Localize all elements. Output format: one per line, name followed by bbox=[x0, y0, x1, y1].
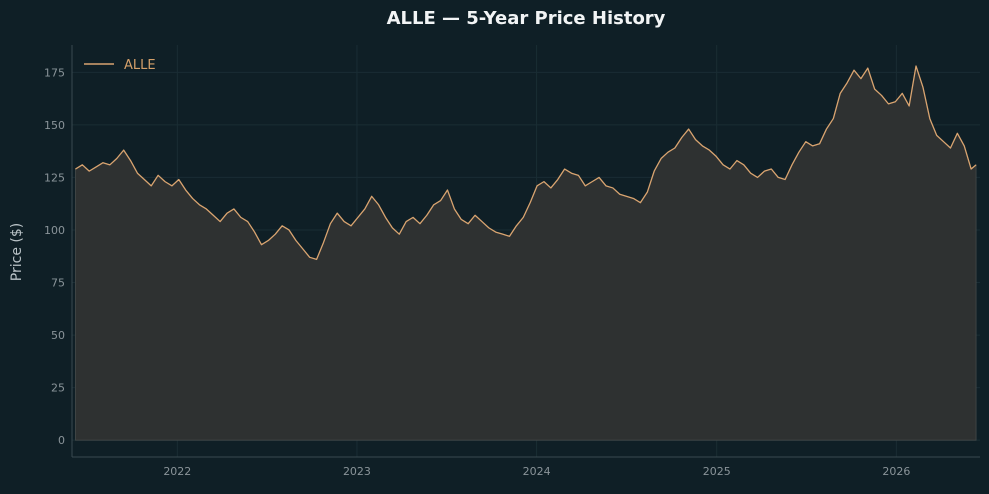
y-tick-label: 150 bbox=[44, 119, 65, 132]
x-tick-label: 2025 bbox=[703, 465, 731, 478]
x-tick-label: 2024 bbox=[523, 465, 551, 478]
y-tick-label: 0 bbox=[58, 434, 65, 447]
chart-title: ALLE — 5-Year Price History bbox=[387, 8, 666, 29]
y-tick-label: 125 bbox=[44, 171, 65, 184]
y-tick-label: 50 bbox=[51, 329, 65, 342]
y-tick-label: 100 bbox=[44, 224, 65, 237]
x-tick-label: 2026 bbox=[882, 465, 910, 478]
y-axis-title: Price ($) bbox=[9, 223, 25, 281]
y-tick-label: 25 bbox=[51, 382, 65, 395]
x-tick-label: 2023 bbox=[343, 465, 371, 478]
y-tick-label: 75 bbox=[51, 277, 65, 290]
y-tick-label: 175 bbox=[44, 66, 65, 79]
x-tick-label: 2022 bbox=[163, 465, 191, 478]
legend-label-alle: ALLE bbox=[124, 58, 156, 73]
